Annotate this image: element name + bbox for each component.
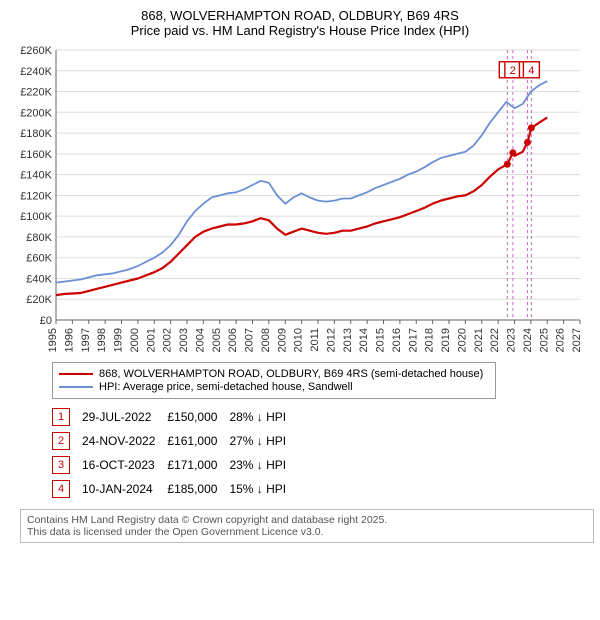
svg-text:2007: 2007 [244, 328, 256, 352]
svg-text:2026: 2026 [555, 328, 567, 352]
sale-date: 24-NOV-2022 [82, 429, 167, 453]
table-row: 2 24-NOV-2022£161,00027% ↓ HPI [52, 429, 298, 453]
svg-text:2008: 2008 [260, 328, 272, 352]
svg-text:2021: 2021 [473, 328, 485, 352]
svg-text:2000: 2000 [129, 328, 141, 352]
sale-date: 16-OCT-2023 [82, 453, 167, 477]
svg-text:2012: 2012 [325, 328, 337, 352]
svg-text:1995: 1995 [47, 328, 59, 352]
legend: 868, WOLVERHAMPTON ROAD, OLDBURY, B69 4R… [52, 362, 496, 399]
svg-text:2002: 2002 [162, 328, 174, 352]
svg-text:1998: 1998 [96, 328, 108, 352]
svg-text:2001: 2001 [145, 328, 157, 352]
marker-number: 1 [52, 408, 70, 426]
svg-text:2027: 2027 [571, 328, 583, 352]
title-line-2: Price paid vs. HM Land Registry's House … [10, 23, 590, 38]
svg-text:£140K: £140K [20, 170, 52, 182]
title-line-1: 868, WOLVERHAMPTON ROAD, OLDBURY, B69 4R… [10, 8, 590, 23]
table-row: 4 10-JAN-2024£185,00015% ↓ HPI [52, 477, 298, 501]
svg-text:£160K: £160K [20, 149, 52, 161]
svg-text:2018: 2018 [424, 328, 436, 352]
title-block: 868, WOLVERHAMPTON ROAD, OLDBURY, B69 4R… [10, 8, 590, 38]
svg-text:£60K: £60K [26, 253, 52, 265]
svg-text:£220K: £220K [20, 87, 52, 99]
svg-text:2014: 2014 [358, 328, 370, 352]
sale-vs-hpi: 28% ↓ HPI [229, 405, 298, 429]
svg-text:2010: 2010 [293, 328, 305, 352]
svg-text:2: 2 [510, 65, 516, 77]
sale-date: 29-JUL-2022 [82, 405, 167, 429]
svg-text:2011: 2011 [309, 328, 321, 352]
svg-text:2006: 2006 [227, 328, 239, 352]
svg-text:2016: 2016 [391, 328, 403, 352]
svg-text:4: 4 [528, 65, 534, 77]
svg-text:£20K: £20K [26, 294, 52, 306]
svg-text:£240K: £240K [20, 66, 52, 78]
svg-text:2019: 2019 [440, 328, 452, 352]
sale-price: £171,000 [167, 453, 229, 477]
sale-price: £185,000 [167, 477, 229, 501]
svg-text:2025: 2025 [538, 328, 550, 352]
svg-text:£200K: £200K [20, 107, 52, 119]
sale-price: £150,000 [167, 405, 229, 429]
svg-text:£180K: £180K [20, 128, 52, 140]
svg-text:2017: 2017 [407, 328, 419, 352]
svg-text:2020: 2020 [456, 328, 468, 352]
table-row: 3 16-OCT-2023£171,00023% ↓ HPI [52, 453, 298, 477]
svg-text:2004: 2004 [194, 328, 206, 352]
svg-text:1996: 1996 [63, 328, 75, 352]
sales-table: 1 29-JUL-2022£150,00028% ↓ HPI 2 24-NOV-202… [52, 405, 298, 501]
svg-text:£100K: £100K [20, 211, 52, 223]
legend-row: 868, WOLVERHAMPTON ROAD, OLDBURY, B69 4R… [59, 368, 489, 380]
svg-text:2022: 2022 [489, 328, 501, 352]
legend-label: HPI: Average price, semi-detached house,… [99, 381, 353, 393]
footer-line-1: Contains HM Land Registry data © Crown c… [27, 514, 587, 526]
table-row: 1 29-JUL-2022£150,00028% ↓ HPI [52, 405, 298, 429]
page-container: 868, WOLVERHAMPTON ROAD, OLDBURY, B69 4R… [0, 0, 600, 553]
legend-swatch [59, 373, 93, 375]
svg-text:2009: 2009 [276, 328, 288, 352]
svg-text:2015: 2015 [375, 328, 387, 352]
svg-text:£40K: £40K [26, 273, 52, 285]
svg-text:2013: 2013 [342, 328, 354, 352]
sale-date: 10-JAN-2024 [82, 477, 167, 501]
sale-vs-hpi: 23% ↓ HPI [229, 453, 298, 477]
svg-text:1997: 1997 [80, 328, 92, 352]
svg-text:1999: 1999 [113, 328, 125, 352]
legend-label: 868, WOLVERHAMPTON ROAD, OLDBURY, B69 4R… [99, 368, 483, 380]
legend-row: HPI: Average price, semi-detached house,… [59, 381, 489, 393]
legend-swatch [59, 386, 93, 388]
svg-text:2005: 2005 [211, 328, 223, 352]
chart: £0 £20K £40K £60K £80K £100K £120K £140K £160K £1… [10, 44, 590, 354]
footer-line-2: This data is licensed under the Open Gov… [27, 526, 587, 538]
svg-text:2024: 2024 [522, 328, 534, 352]
marker-number: 3 [52, 456, 70, 474]
svg-text:£120K: £120K [20, 190, 52, 202]
svg-text:£80K: £80K [26, 232, 52, 244]
svg-text:2023: 2023 [506, 328, 518, 352]
marker-number: 4 [52, 480, 70, 498]
svg-text:£0: £0 [40, 315, 52, 327]
sale-vs-hpi: 27% ↓ HPI [229, 429, 298, 453]
marker-number: 2 [52, 432, 70, 450]
footer-note: Contains HM Land Registry data © Crown c… [20, 509, 594, 543]
sale-price: £161,000 [167, 429, 229, 453]
chart-svg: £0 £20K £40K £60K £80K £100K £120K £140K £160K £1… [10, 44, 590, 354]
sale-vs-hpi: 15% ↓ HPI [229, 477, 298, 501]
svg-text:2003: 2003 [178, 328, 190, 352]
svg-text:£260K: £260K [20, 45, 52, 57]
